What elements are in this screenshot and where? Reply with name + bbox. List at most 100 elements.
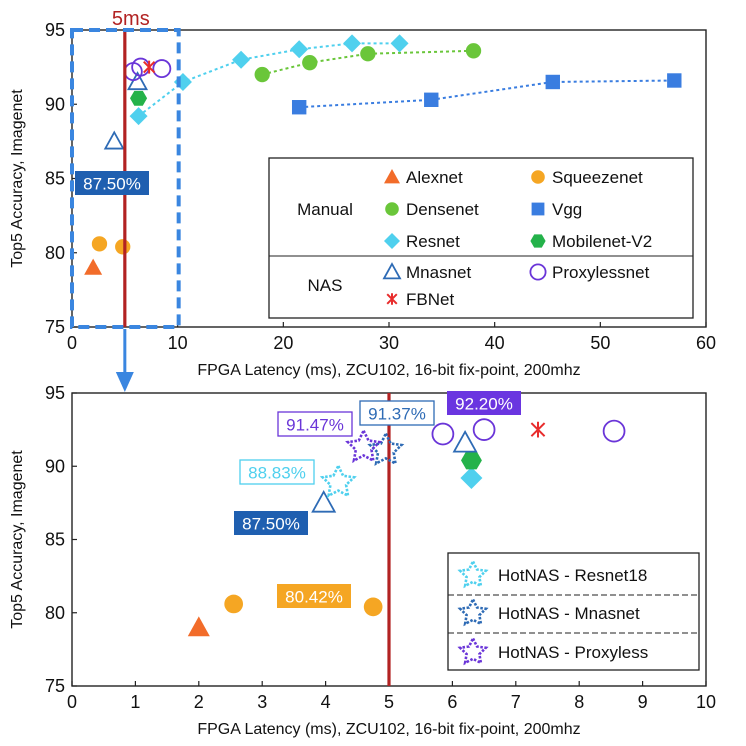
top-legend-group-manual: Manual [297,200,353,219]
top-legend-vgg-label: Vgg [552,200,582,219]
top-legend-group-nas: NAS [308,276,343,295]
top-resnet-point [343,34,362,53]
top-vgg-point [424,92,439,107]
bottom-alexnet-point [187,616,210,637]
bottom-fbnet-point-stroke [530,421,546,438]
top-legend-vgg-marker [531,202,545,216]
bottom-callout-9137: 91.37% [359,400,435,426]
bottom-x-tick-label: 5 [384,692,394,712]
top-legend-alexnet-marker [384,169,400,184]
top-fbnet-point [143,60,156,74]
top-x-tick-label: 30 [379,333,399,353]
top-x-tick-label: 50 [590,333,610,353]
top-legend-mobilenet-marker [530,234,546,248]
top-proxyless-point [152,59,172,79]
top-densenet-point [254,66,270,83]
bottom-mobilenet-point [461,451,482,470]
bottom-callout-9220-box [447,391,521,415]
bottom-callout-9137-text: 91.37% [368,405,426,424]
top-densenet-line [261,49,474,76]
top-y-tick-label: 90 [45,94,65,114]
top-densenet-point [360,46,376,62]
top-y-tick-label: 80 [45,243,65,263]
bottom-y-tick-label: 80 [45,603,65,623]
top-alexnet-point [84,258,103,275]
bottom-callout-8042-box [277,584,351,608]
bottom-callout-8042-text: 80.42% [285,588,343,607]
zoom-connector-arrow [115,329,134,392]
top-legend-mnasnet-label: Mnasnet [406,263,471,282]
top-y-tick-label: 95 [45,20,65,40]
bottom-proxyless-point [431,422,455,446]
top-resnet-point [173,72,192,91]
top-vgg-line [299,79,675,109]
bottom-y-tick-label: 75 [45,676,65,696]
top-mobilenet-point [130,90,148,106]
bottom-x-tick-label: 2 [194,692,204,712]
top-legend-densenet-marker [385,202,399,216]
bottom-mnasnet-point [452,429,478,453]
bottom-hot_mnasnet-point [367,430,405,466]
bottom-y-tick-label: 85 [45,530,65,550]
bottom-callout-9147-box [277,411,353,437]
top-legend-densenet-label: Densenet [406,200,479,219]
bottom-squeezenet-point [224,594,244,614]
bottom-y-tick-label: 90 [45,456,65,476]
bottom-callout-9147: 91.47% [277,411,353,437]
top-resnet-point [129,107,148,126]
bottom-x-tick-label: 10 [696,692,716,712]
bottom-x-tick-label: 7 [511,692,521,712]
top-resnet-point [390,34,409,53]
top-x-tick-label: 0 [67,333,77,353]
top-y-tick-label: 85 [45,169,65,189]
top-legend-resnet-label: Resnet [406,232,460,251]
bottom-proxyless-point [472,418,496,441]
top-legend-box [268,157,694,319]
bottom-x-tick-label: 3 [257,692,267,712]
bottom-y-tick-label: 95 [45,383,65,403]
bottom-proxyless-point [602,419,626,443]
top-zoom-box [70,28,181,329]
bottom-x-tick-label: 9 [638,692,648,712]
top-squeezenet-point [91,236,108,252]
bottom-mnasnet-point [311,490,337,513]
top-squeezenet-point [115,239,131,255]
top-legend-proxyless-marker [529,263,547,281]
bottom-callout-8883-box [239,459,315,485]
top-legend-squeezenet-marker [531,170,545,184]
top-y-axis-label: Top5 Accuracy, Imagenet [9,89,26,268]
top-x-tick-label: 20 [273,333,293,353]
top-legend-squeezenet-label: Squeezenet [552,168,643,187]
bottom-x-tick-label: 8 [574,692,584,712]
top-legend-mobilenet-label: Mobilenet-V2 [552,232,652,251]
top-mnasnet-point [103,130,125,150]
bottom-callout-9147-text: 91.47% [286,416,344,435]
top-callout-87-50: 87.50% [75,171,149,195]
top-legend-proxyless-label: Proxylessnet [552,263,650,282]
bottom-callout-8883-text: 88.83% [248,464,306,483]
top-x-axis-label: FPGA Latency (ms), ZCU102, 16-bit fix-po… [197,362,580,379]
top-y-tick-label: 75 [45,317,65,337]
top-mnasnet-point [126,71,149,91]
top-callout-87-50-text: 87.50% [83,175,141,194]
top-callout-87-50-box [75,171,149,195]
top-legend-fbnet-marker [386,293,398,305]
top-vgg-point [667,73,682,88]
bottom-callout-8750-text: 87.50% [242,515,300,534]
top-vgg-point [291,100,307,115]
bottom-resnet-point [460,466,483,489]
bottom-legend-hot_proxyless-marker [457,635,489,666]
bottom-fbnet-point [530,421,546,438]
zoom-arrow-head [115,372,134,392]
top-legend-mnasnet-marker [382,262,402,280]
bottom-x-tick-label: 1 [130,692,140,712]
top-legend-resnet-marker [384,233,400,249]
bottom-squeezenet-point [363,597,383,617]
top-resnet-point [232,50,251,69]
bottom-legend: HotNAS - Resnet18 HotNAS - Mnasnet HotNAS … [447,552,700,671]
top-resnet-point [290,40,309,59]
top-legend: Manual NAS Alexnet Squeezenet Densenet Vgg Res… [268,157,694,319]
top-vgg-point [545,74,560,90]
bottom-legend-hot_resnet-label: HotNAS - Resnet18 [498,566,647,585]
top-densenet-point [302,55,318,71]
